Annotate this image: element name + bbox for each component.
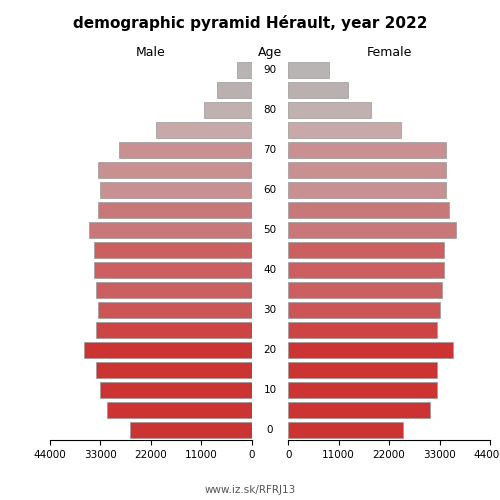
- Bar: [288, 322, 437, 338]
- Text: 30: 30: [264, 305, 276, 315]
- Bar: [108, 402, 252, 418]
- Text: 0: 0: [267, 425, 273, 435]
- Bar: [96, 282, 252, 298]
- Bar: [84, 342, 252, 358]
- Bar: [98, 302, 252, 318]
- Bar: [288, 242, 444, 258]
- Text: 60: 60: [264, 185, 276, 195]
- Text: 80: 80: [264, 105, 276, 115]
- Bar: [100, 182, 252, 198]
- Bar: [288, 362, 437, 378]
- Bar: [96, 362, 252, 378]
- Title: Female: Female: [366, 46, 412, 59]
- Bar: [119, 142, 252, 158]
- Bar: [288, 422, 403, 438]
- Bar: [288, 122, 401, 138]
- Text: www.iz.sk/RFRJ13: www.iz.sk/RFRJ13: [204, 485, 296, 495]
- Bar: [288, 102, 370, 118]
- Bar: [288, 302, 440, 318]
- Bar: [288, 202, 448, 218]
- Bar: [288, 402, 430, 418]
- Bar: [237, 62, 252, 78]
- Bar: [288, 142, 446, 158]
- Bar: [288, 282, 442, 298]
- Bar: [98, 202, 252, 218]
- Text: 90: 90: [264, 65, 276, 75]
- Bar: [288, 162, 446, 178]
- Title: Age: Age: [258, 46, 282, 59]
- Bar: [288, 82, 348, 98]
- Title: Male: Male: [136, 46, 166, 59]
- Bar: [204, 102, 252, 118]
- Text: 10: 10: [264, 385, 276, 395]
- Bar: [156, 122, 252, 138]
- Bar: [288, 62, 330, 78]
- Bar: [96, 322, 252, 338]
- Text: demographic pyramid Hérault, year 2022: demographic pyramid Hérault, year 2022: [73, 15, 427, 31]
- Bar: [288, 262, 444, 278]
- Bar: [89, 222, 252, 238]
- Bar: [130, 422, 252, 438]
- Bar: [288, 342, 454, 358]
- Bar: [94, 242, 252, 258]
- Text: 70: 70: [264, 145, 276, 155]
- Bar: [94, 262, 252, 278]
- Bar: [100, 382, 252, 398]
- Bar: [288, 222, 456, 238]
- Bar: [288, 382, 437, 398]
- Bar: [288, 182, 446, 198]
- Bar: [218, 82, 252, 98]
- Text: 20: 20: [264, 345, 276, 355]
- Text: 40: 40: [264, 265, 276, 275]
- Text: 50: 50: [264, 225, 276, 235]
- Bar: [98, 162, 252, 178]
